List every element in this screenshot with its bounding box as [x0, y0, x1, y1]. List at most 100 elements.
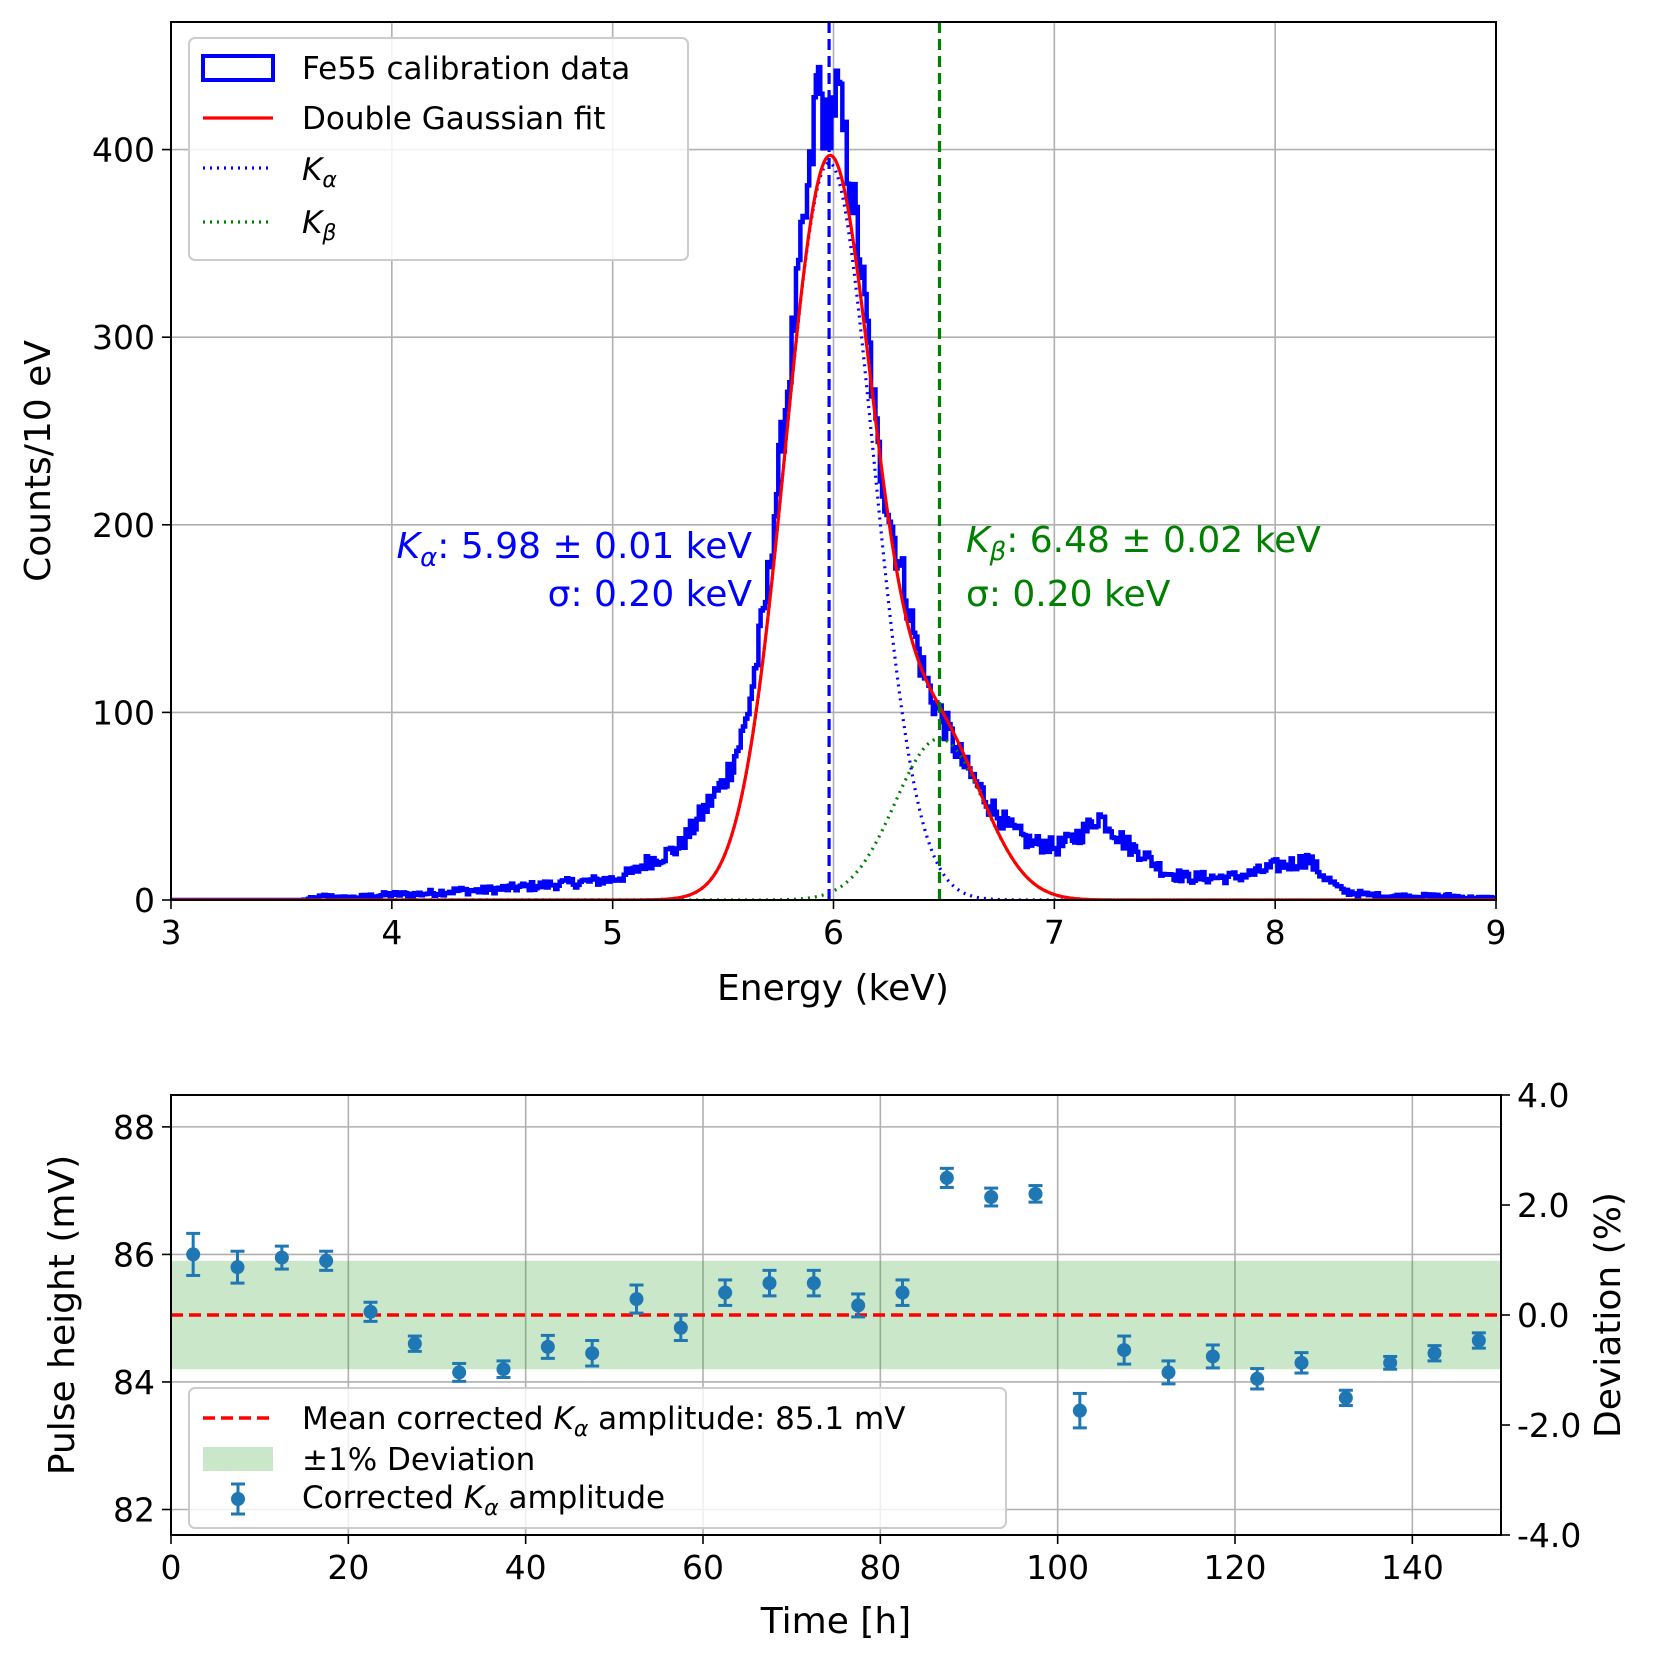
time-tick-label: 0 [161, 1548, 182, 1587]
amplitude-point [895, 1278, 910, 1307]
stability-legend-frame [188, 1387, 1007, 1529]
amplitude-marker [585, 1346, 600, 1361]
amplitude-point [718, 1278, 733, 1307]
amplitude-point [1471, 1331, 1486, 1350]
stability-axis-ticks: 0 20 40 60 80 100 120 140 82 84 86 88 4.0 2.0 0.0 -2.0 -… [113, 1076, 1581, 1587]
amplitude-point [1072, 1391, 1087, 1430]
amplitude-marker [319, 1253, 334, 1268]
legend-label-points: Corrected Kα amplitude [302, 1480, 665, 1521]
amplitude-marker [230, 1260, 245, 1275]
legend-swatch-points [231, 1482, 245, 1516]
time-tick-label: 80 [859, 1548, 901, 1587]
amplitude-point [186, 1231, 201, 1277]
amplitude-marker [1250, 1371, 1265, 1386]
amplitude-point [1028, 1184, 1043, 1204]
amplitude-marker [984, 1190, 999, 1205]
amplitude-marker [540, 1339, 555, 1354]
amplitude-point [1338, 1388, 1353, 1408]
legend-label-fit: Double Gaussian fit [302, 101, 605, 137]
energy-tick-label: 3 [161, 913, 182, 952]
legend-swatch-band [203, 1447, 273, 1471]
time-tick-label: 120 [1204, 1548, 1267, 1587]
amplitude-point [585, 1339, 600, 1368]
deviation-y-axis-label: Deviation (%) [1588, 1192, 1629, 1438]
amplitude-point [1427, 1344, 1442, 1363]
pulse-tick-label: 88 [113, 1108, 155, 1147]
time-tick-label: 20 [327, 1548, 369, 1587]
amplitude-marker [718, 1285, 733, 1300]
energy-spectrum-panel: 3 4 5 6 7 8 9 0 100 200 300 400 Energy (keV) Counts… [18, 21, 1507, 1009]
amplitude-marker [1383, 1355, 1398, 1370]
amplitude-point [1250, 1367, 1265, 1391]
amplitude-marker [186, 1247, 201, 1262]
pulse-tick-label: 84 [113, 1363, 155, 1402]
energy-tick-label: 8 [1265, 913, 1286, 952]
energy-tick-label: 4 [381, 913, 402, 952]
legend-label-k-alpha: Kα [302, 152, 337, 193]
amplitude-marker [895, 1285, 910, 1300]
legend-frame [188, 37, 689, 261]
legend-label-band: ±1% Deviation [302, 1442, 535, 1478]
amplitude-point [939, 1166, 954, 1189]
amplitude-point [540, 1333, 555, 1360]
amplitude-point [1294, 1351, 1309, 1375]
energy-tick-label: 7 [1044, 913, 1065, 952]
amplitude-marker [939, 1170, 954, 1185]
amplitude-marker [806, 1276, 821, 1291]
legend-swatch-histogram [201, 54, 275, 82]
amplitude-point [319, 1249, 334, 1272]
stability-panel: 0 20 40 60 80 100 120 140 82 84 86 88 4.0 2.0 0.0 -2.0 -… [42, 1076, 1629, 1642]
amplitude-marker [1427, 1346, 1442, 1361]
counts-tick-label: 0 [134, 881, 155, 920]
amplitude-point [673, 1313, 688, 1343]
pulse-height-y-axis-label: Pulse height (mV) [42, 1155, 83, 1475]
deviation-tick-label: -2.0 [1517, 1406, 1581, 1445]
time-tick-label: 140 [1381, 1548, 1444, 1587]
time-tick-label: 100 [1026, 1548, 1089, 1587]
amplitude-point [851, 1292, 866, 1319]
deviation-tick-label: -4.0 [1517, 1516, 1581, 1555]
pulse-tick-label: 86 [113, 1235, 155, 1274]
amplitude-marker [407, 1336, 422, 1351]
amplitude-point [1205, 1343, 1220, 1370]
amplitude-marker [851, 1298, 866, 1313]
amplitude-point [1161, 1359, 1176, 1386]
amplitude-marker [1161, 1365, 1176, 1380]
amplitude-marker [452, 1365, 467, 1380]
counts-tick-label: 100 [92, 693, 155, 732]
amplitude-marker [1471, 1333, 1486, 1348]
corrected-amplitude-points [186, 1166, 1486, 1430]
amplitude-point [230, 1249, 245, 1285]
amplitude-marker [1072, 1403, 1087, 1418]
amplitude-point [806, 1268, 821, 1298]
amplitude-point [363, 1300, 378, 1323]
legend-label-mean: Mean corrected Kα amplitude: 85.1 mV [302, 1401, 905, 1442]
stability-legend: Mean corrected Kα amplitude: 85.1 mV ±1%… [188, 1387, 1007, 1529]
time-x-axis-label: Time [h] [760, 1601, 911, 1642]
deviation-tick-label: 0.0 [1517, 1296, 1569, 1335]
energy-tick-label: 6 [823, 913, 844, 952]
amplitude-point [984, 1186, 999, 1208]
amplitude-point [629, 1283, 644, 1315]
amplitude-point [452, 1361, 467, 1383]
amplitude-marker [1028, 1186, 1043, 1201]
amplitude-point [496, 1359, 511, 1379]
double-gaussian-fit-curve [171, 153, 1496, 900]
time-tick-label: 40 [505, 1548, 547, 1587]
legend-label-k-beta: Kβ [302, 205, 336, 246]
deviation-tick-label: 4.0 [1517, 1076, 1569, 1115]
amplitude-marker [673, 1320, 688, 1335]
amplitude-marker [762, 1276, 777, 1291]
energy-tick-label: 5 [602, 913, 623, 952]
k-beta-sigma-annotation: σ: 0.20 keV [966, 574, 1171, 615]
k-alpha-annotation: Kα: 5.98 ± 0.01 keV [397, 526, 753, 573]
amplitude-marker [1205, 1349, 1220, 1364]
amplitude-point [407, 1334, 422, 1353]
fe55-histogram [171, 64, 1496, 900]
energy-tick-label: 9 [1486, 913, 1507, 952]
k-alpha-sigma-annotation: σ: 0.20 keV [548, 574, 753, 615]
amplitude-point [1117, 1334, 1132, 1366]
energy-legend: Fe55 calibration data Double Gaussian fi… [188, 37, 689, 261]
amplitude-marker [1338, 1390, 1353, 1405]
